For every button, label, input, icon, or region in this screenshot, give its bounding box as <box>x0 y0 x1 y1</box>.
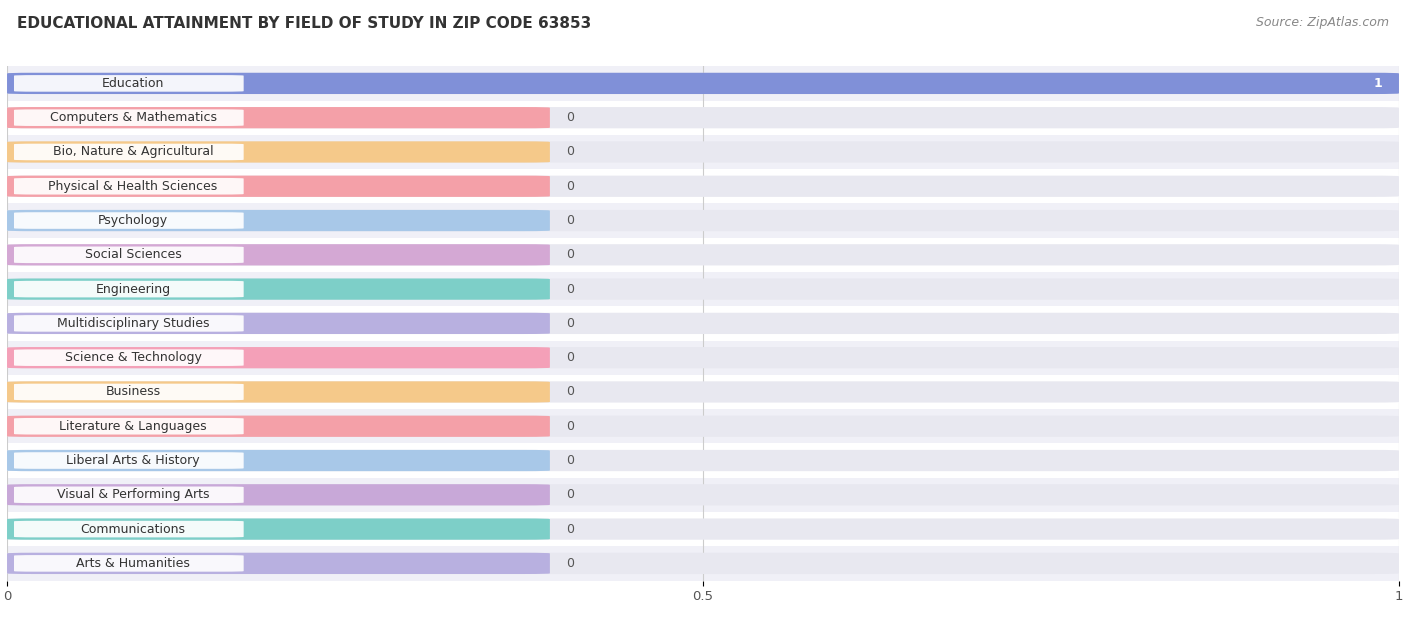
Text: 0: 0 <box>567 488 575 501</box>
Bar <box>7 444 1399 478</box>
Text: 0: 0 <box>567 283 575 295</box>
Text: Psychology: Psychology <box>98 214 169 227</box>
Text: 0: 0 <box>567 214 575 227</box>
FancyBboxPatch shape <box>14 144 243 160</box>
Text: Communications: Communications <box>80 522 186 536</box>
Text: Science & Technology: Science & Technology <box>65 351 201 364</box>
FancyBboxPatch shape <box>7 313 1399 334</box>
Bar <box>7 512 1399 546</box>
FancyBboxPatch shape <box>14 487 243 503</box>
FancyBboxPatch shape <box>7 381 1399 403</box>
Text: 0: 0 <box>567 420 575 433</box>
Text: Source: ZipAtlas.com: Source: ZipAtlas.com <box>1256 16 1389 29</box>
Bar <box>7 169 1399 203</box>
Text: Multidisciplinary Studies: Multidisciplinary Studies <box>56 317 209 330</box>
FancyBboxPatch shape <box>14 452 243 469</box>
Text: Computers & Mathematics: Computers & Mathematics <box>49 111 217 124</box>
FancyBboxPatch shape <box>7 244 1399 266</box>
FancyBboxPatch shape <box>7 278 1399 300</box>
FancyBboxPatch shape <box>7 347 1399 369</box>
FancyBboxPatch shape <box>14 555 243 572</box>
Text: EDUCATIONAL ATTAINMENT BY FIELD OF STUDY IN ZIP CODE 63853: EDUCATIONAL ATTAINMENT BY FIELD OF STUDY… <box>17 16 591 31</box>
Text: Visual & Performing Arts: Visual & Performing Arts <box>56 488 209 501</box>
FancyBboxPatch shape <box>14 521 243 538</box>
Text: 0: 0 <box>567 249 575 261</box>
Text: 0: 0 <box>567 454 575 467</box>
FancyBboxPatch shape <box>7 313 550 334</box>
Bar <box>7 66 1399 100</box>
Text: Education: Education <box>101 77 165 90</box>
Text: 0: 0 <box>567 351 575 364</box>
Text: 0: 0 <box>567 386 575 398</box>
Text: Literature & Languages: Literature & Languages <box>59 420 207 433</box>
FancyBboxPatch shape <box>7 553 550 574</box>
Text: Engineering: Engineering <box>96 283 170 295</box>
Text: 0: 0 <box>567 111 575 124</box>
FancyBboxPatch shape <box>7 73 1399 94</box>
Text: Business: Business <box>105 386 160 398</box>
FancyBboxPatch shape <box>7 175 550 197</box>
Text: 0: 0 <box>567 557 575 570</box>
Bar <box>7 341 1399 375</box>
FancyBboxPatch shape <box>14 178 243 194</box>
FancyBboxPatch shape <box>7 244 550 266</box>
FancyBboxPatch shape <box>7 141 1399 163</box>
Text: 0: 0 <box>567 146 575 158</box>
FancyBboxPatch shape <box>14 109 243 126</box>
Bar <box>7 478 1399 512</box>
FancyBboxPatch shape <box>14 281 243 297</box>
FancyBboxPatch shape <box>7 519 550 540</box>
FancyBboxPatch shape <box>7 278 550 300</box>
FancyBboxPatch shape <box>7 210 550 231</box>
FancyBboxPatch shape <box>7 107 1399 128</box>
FancyBboxPatch shape <box>7 484 550 505</box>
Bar <box>7 375 1399 409</box>
FancyBboxPatch shape <box>14 247 243 263</box>
Bar <box>7 546 1399 581</box>
FancyBboxPatch shape <box>7 175 1399 197</box>
FancyBboxPatch shape <box>14 212 243 229</box>
FancyBboxPatch shape <box>14 384 243 400</box>
FancyBboxPatch shape <box>7 347 550 369</box>
FancyBboxPatch shape <box>7 73 1399 94</box>
FancyBboxPatch shape <box>7 381 550 403</box>
FancyBboxPatch shape <box>7 553 1399 574</box>
FancyBboxPatch shape <box>14 350 243 366</box>
Text: Bio, Nature & Agricultural: Bio, Nature & Agricultural <box>52 146 214 158</box>
Bar <box>7 409 1399 444</box>
FancyBboxPatch shape <box>7 141 550 163</box>
Text: Liberal Arts & History: Liberal Arts & History <box>66 454 200 467</box>
FancyBboxPatch shape <box>7 450 550 471</box>
FancyBboxPatch shape <box>7 416 1399 437</box>
Text: 0: 0 <box>567 180 575 192</box>
Text: Social Sciences: Social Sciences <box>84 249 181 261</box>
Text: 0: 0 <box>567 522 575 536</box>
FancyBboxPatch shape <box>7 484 1399 505</box>
FancyBboxPatch shape <box>14 75 243 91</box>
Bar <box>7 203 1399 238</box>
Bar <box>7 100 1399 135</box>
Text: 0: 0 <box>567 317 575 330</box>
Bar <box>7 238 1399 272</box>
FancyBboxPatch shape <box>7 107 550 128</box>
Bar <box>7 306 1399 341</box>
FancyBboxPatch shape <box>14 315 243 332</box>
Bar <box>7 135 1399 169</box>
FancyBboxPatch shape <box>7 450 1399 471</box>
FancyBboxPatch shape <box>7 210 1399 231</box>
FancyBboxPatch shape <box>7 519 1399 540</box>
Bar <box>7 272 1399 306</box>
FancyBboxPatch shape <box>7 416 550 437</box>
FancyBboxPatch shape <box>14 418 243 435</box>
Text: Physical & Health Sciences: Physical & Health Sciences <box>48 180 218 192</box>
Text: 1: 1 <box>1374 77 1382 90</box>
Text: Arts & Humanities: Arts & Humanities <box>76 557 190 570</box>
